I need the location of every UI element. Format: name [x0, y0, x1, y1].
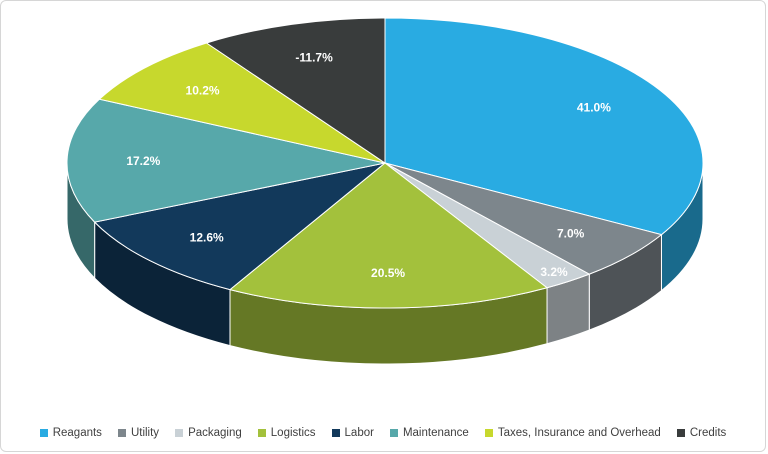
slice-label: 20.5%: [371, 266, 405, 280]
pie-3d-canvas: 41.0% 7.0% 3.2% 20.5% 12.6% 17.2% 10.2% -11.7%: [66, 17, 704, 365]
legend-item: Credits: [676, 427, 727, 439]
legend-label: Packaging: [188, 427, 242, 439]
legend-swatch: [484, 429, 493, 437]
legend-item: Maintenance: [389, 427, 469, 439]
chart-legend: Reagants Utility Packaging Logistics Labor Ma…: [1, 427, 765, 439]
legend-swatch: [257, 429, 266, 437]
pie-slice: [98, 42, 386, 164]
pie-slice: [228, 162, 549, 309]
pie-slice: [384, 17, 704, 236]
legend-label: Maintenance: [402, 427, 469, 439]
pie-slice: [205, 17, 386, 164]
slice-label: -11.7%: [295, 51, 333, 65]
legend-swatch: [117, 429, 126, 437]
slice-label: 17.2%: [126, 154, 160, 168]
legend-item: Logistics: [257, 427, 316, 439]
slice-label: 41.0%: [577, 101, 611, 115]
slice-label: 3.2%: [540, 265, 568, 279]
legend-label: Labor: [344, 427, 374, 439]
legend-swatch: [676, 429, 685, 437]
slice-label: 12.6%: [190, 230, 224, 244]
slice-label: 7.0%: [557, 227, 585, 241]
pie-slice: [93, 162, 386, 291]
legend-label: Taxes, Insurance and Overhead: [497, 427, 661, 439]
legend-item: Taxes, Insurance and Overhead: [484, 427, 661, 439]
legend-item: Utility: [117, 427, 160, 439]
legend-label: Reagants: [52, 427, 102, 439]
legend-label: Logistics: [270, 427, 316, 439]
pie-slice: [66, 98, 386, 223]
legend-label: Credits: [689, 427, 727, 439]
slice-label: 10.2%: [186, 84, 220, 98]
legend-swatch: [331, 429, 340, 437]
legend-label: Utility: [130, 427, 160, 439]
legend-swatch: [389, 429, 398, 437]
legend-swatch: [39, 429, 48, 437]
legend-item: Labor: [331, 427, 374, 439]
legend-item: Packaging: [175, 427, 242, 439]
legend-swatch: [175, 429, 184, 437]
legend-item: Reagants: [39, 427, 102, 439]
